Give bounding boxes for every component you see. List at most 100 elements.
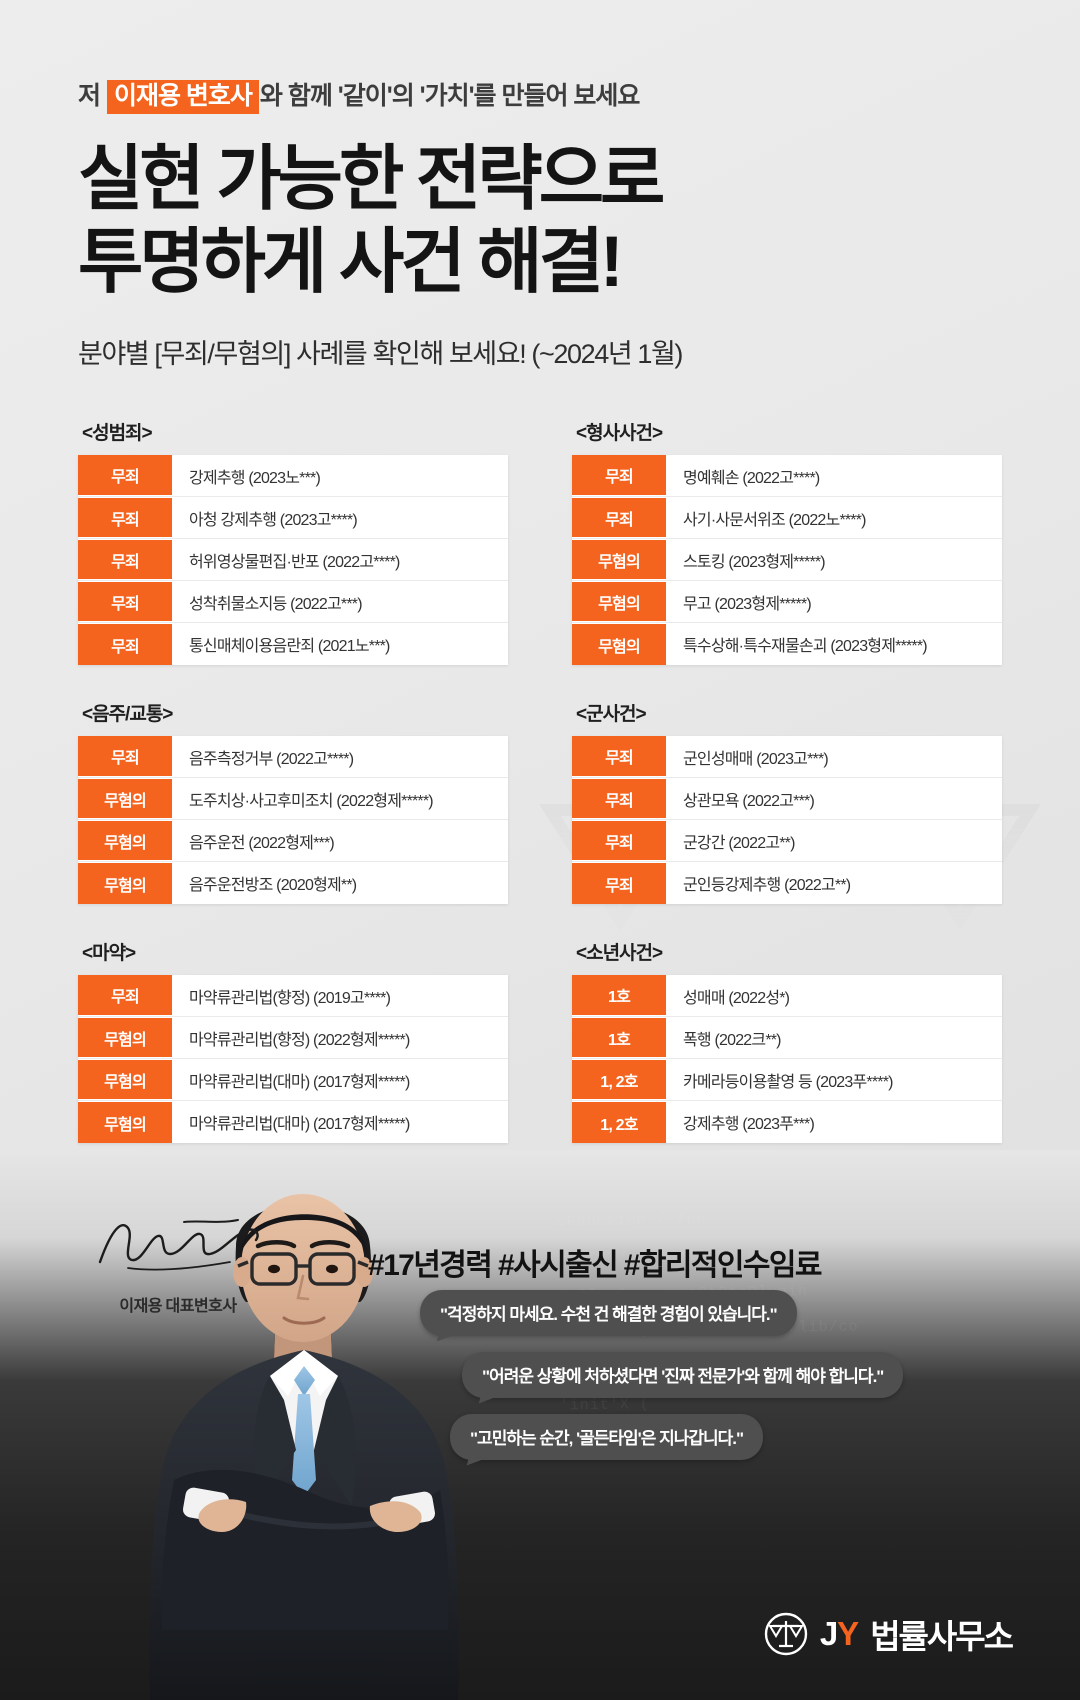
verdict-badge: 무혐의 xyxy=(572,581,666,622)
verdict-badge: 무죄 xyxy=(572,778,666,819)
case-category-title: <소년사건> xyxy=(576,943,663,964)
case-description: 사기·사문서위조 (2022노****) xyxy=(683,511,867,529)
case-category-title: <형사사건> xyxy=(576,423,663,444)
case-description: 카메라등이용촬영 등 (2023푸****) xyxy=(683,1073,893,1091)
brand-logo[interactable]: JY 법률사무소 xyxy=(764,1610,1014,1658)
table-row: 무죄 군인성매매 (2023고***) xyxy=(572,736,1002,778)
verdict-badge: 무죄 xyxy=(572,820,666,861)
brand-initials: JY xyxy=(819,1615,859,1653)
table-row: 무혐의 음주운전 (2022형제***) xyxy=(78,820,508,862)
verdict-badge: 무죄 xyxy=(78,455,172,496)
verdict-badge: 무죄 xyxy=(78,581,172,622)
scales-logo-icon xyxy=(764,1612,808,1656)
signature-block: 이재용 대표변호사 xyxy=(78,1210,278,1316)
case-table: 무죄 음주측정거부 (2022고****) 무혐의 도주치상·사고후미조치 (2022… xyxy=(78,736,508,904)
table-row: 무죄 명예훼손 (2022고****) xyxy=(572,455,1002,497)
verdict-badge: 무혐의 xyxy=(572,539,666,580)
table-row: 무혐의 마약류관리법(향정) (2022형제*****) xyxy=(78,1017,508,1059)
cases-column-right: <형사사건> 무죄 명예훼손 (2022고****) 무죄 사기·사문서위조 (2022… xyxy=(572,418,1002,1177)
case-description: 성매매 (2022성*) xyxy=(683,989,790,1007)
table-row: 1, 2호 강제추행 (2023푸***) xyxy=(572,1101,1002,1143)
case-table: 1호 성매매 (2022성*) 1호 폭행 (2022크**) 1, 2호 카메라등이용촬… xyxy=(572,975,1002,1143)
case-category-title: <마약> xyxy=(82,943,136,964)
case-table: 무죄 마약류관리법(향정) (2019고****) 무혐의 마약류관리법(향정) (2… xyxy=(78,975,508,1143)
subtitle: 분야별 [무죄/무혐의] 사례를 확인해 보세요! (~2024년 1월) xyxy=(78,338,683,369)
case-description: 도주치상·사고후미조치 (2022형제*****) xyxy=(189,792,434,810)
case-description: 음주측정거부 (2022고****) xyxy=(189,750,354,768)
case-description: 음주운전 (2022형제***) xyxy=(189,834,335,852)
case-description: 군인성매매 (2023고***) xyxy=(683,750,829,768)
verdict-badge: 무혐의 xyxy=(78,1017,172,1058)
signature-name: 이재용 대표변호사 xyxy=(119,1298,237,1315)
case-description: 허위영상물편집·반포 (2022고****) xyxy=(189,553,400,571)
table-row: 무죄 마약류관리법(향정) (2019고****) xyxy=(78,975,508,1017)
case-description: 특수상해·특수재물손괴 (2023형제*****) xyxy=(683,638,928,655)
tagline: 저 이재용 변호사 와 함께 '같이'의 '가치'를 만들어 보세요 xyxy=(78,78,682,116)
case-table: 무죄 강제추행 (2023노***) 무죄 아청 강제추행 (2023고****) 무죄… xyxy=(78,455,508,665)
verdict-badge: 무죄 xyxy=(572,862,666,904)
headline-line-2: 투명하게 사건 해결! xyxy=(78,222,624,302)
case-description: 음주운전방조 (2020형제**) xyxy=(189,877,357,894)
case-description: 성착취물소지등 (2022고***) xyxy=(189,595,363,613)
case-description: 군인등강제추행 (2022고**) xyxy=(683,877,851,894)
verdict-badge: 무혐의 xyxy=(78,778,172,819)
table-row: 1, 2호 카메라등이용촬영 등 (2023푸****) xyxy=(572,1059,1002,1101)
case-category: <소년사건> 1호 성매매 (2022성*) 1호 폭행 (2022크**) 1, 2호 카… xyxy=(572,938,1002,1143)
table-row: 1호 성매매 (2022성*) xyxy=(572,975,1002,1017)
table-row: 1호 폭행 (2022크**) xyxy=(572,1017,1002,1059)
hashtag-line: #17년경력 #사시출신 #합리적인수임료 xyxy=(368,1249,823,1282)
verdict-badge: 1호 xyxy=(572,975,666,1016)
case-category: <마약> 무죄 마약류관리법(향정) (2019고****) 무혐의 마약류관리법(향정… xyxy=(78,938,508,1143)
verdict-badge: 무죄 xyxy=(78,736,172,777)
verdict-badge: 무죄 xyxy=(78,497,172,538)
quote-bubble-2: "어려운 상황에 처하셨다면 '진짜 전문가'와 함께 해야 합니다." xyxy=(462,1352,904,1398)
case-category-title: <성범죄> xyxy=(82,423,153,444)
table-row: 무죄 군인등강제추행 (2022고**) xyxy=(572,862,1002,904)
table-row: 무죄 통신매체이용음란죄 (2021노***) xyxy=(78,623,508,665)
table-row: 무혐의 마약류관리법(대마) (2017형제*****) xyxy=(78,1101,508,1143)
verdict-badge: 무죄 xyxy=(78,623,172,665)
case-description: 폭행 (2022크**) xyxy=(683,1031,782,1049)
brand-letter-y: Y xyxy=(837,1615,859,1652)
table-row: 무혐의 무고 (2023형제*****) xyxy=(572,581,1002,623)
verdict-badge: 1호 xyxy=(572,1017,666,1058)
table-row: 무죄 성착취물소지등 (2022고***) xyxy=(78,581,508,623)
verdict-badge: 무혐의 xyxy=(78,1101,172,1143)
header: 저 이재용 변호사 와 함께 '같이'의 '가치'를 만들어 보세요 실현 가능한… xyxy=(78,78,683,371)
case-description: 아청 강제추행 (2023고****) xyxy=(189,511,358,529)
page-title: 실현 가능한 전략으로 투명하게 사건 해결! xyxy=(78,138,682,304)
verdict-badge: 무혐의 xyxy=(78,1059,172,1100)
tagline-post: 와 함께 '같이'의 '가치'를 만들어 보세요 xyxy=(259,82,641,110)
case-description: 통신매체이용음란죄 (2021노***) xyxy=(189,638,390,655)
footer-section: 이재용 대표변호사 xyxy=(0,1150,1080,1700)
tagline-pre: 저 xyxy=(78,82,106,110)
verdict-badge: 1, 2호 xyxy=(572,1101,666,1143)
table-row: 무죄 군강간 (2022고**) xyxy=(572,820,1002,862)
case-results-grid: <성범죄> 무죄 강제추행 (2023노***) 무죄 아청 강제추행 (2023고**… xyxy=(78,418,1002,1177)
table-row: 무혐의 스토킹 (2023형제*****) xyxy=(572,539,1002,581)
verdict-badge: 무죄 xyxy=(78,539,172,580)
table-row: 무혐의 특수상해·특수재물손괴 (2023형제*****) xyxy=(572,623,1002,665)
brand-letter-j: J xyxy=(819,1615,838,1652)
table-row: 무혐의 도주치상·사고후미조치 (2022형제*****) xyxy=(78,778,508,820)
verdict-badge: 무혐의 xyxy=(572,623,666,665)
case-description: 스토킹 (2023형제*****) xyxy=(683,553,826,571)
case-description: 마약류관리법(향정) (2022형제*****) xyxy=(189,1031,410,1049)
table-row: 무죄 아청 강제추행 (2023고****) xyxy=(78,497,508,539)
quote-bubble-3: "고민하는 순간, '골든타임'은 지나갑니다." xyxy=(450,1414,764,1460)
verdict-badge: 1, 2호 xyxy=(572,1059,666,1100)
case-description: 마약류관리법(향정) (2019고****) xyxy=(189,989,391,1007)
headline-line-1: 실현 가능한 전략으로 xyxy=(78,139,665,219)
verdict-badge: 무죄 xyxy=(78,975,172,1016)
table-row: 무죄 허위영상물편집·반포 (2022고****) xyxy=(78,539,508,581)
table-row: 무죄 음주측정거부 (2022고****) xyxy=(78,736,508,778)
verdict-badge: 무혐의 xyxy=(78,820,172,861)
case-category-title: <음주/교통> xyxy=(82,704,173,725)
verdict-badge: 무죄 xyxy=(572,455,666,496)
case-category: <음주/교통> 무죄 음주측정거부 (2022고****) 무혐의 도주치상·사고후미조… xyxy=(78,699,508,904)
table-row: 무혐의 음주운전방조 (2020형제**) xyxy=(78,862,508,904)
lawyer-portrait xyxy=(118,1150,498,1700)
case-description: 명예훼손 (2022고****) xyxy=(683,469,820,487)
quote-bubble-1: "걱정하지 마세요. 수천 건 해결한 경험이 있습니다." xyxy=(420,1290,797,1336)
